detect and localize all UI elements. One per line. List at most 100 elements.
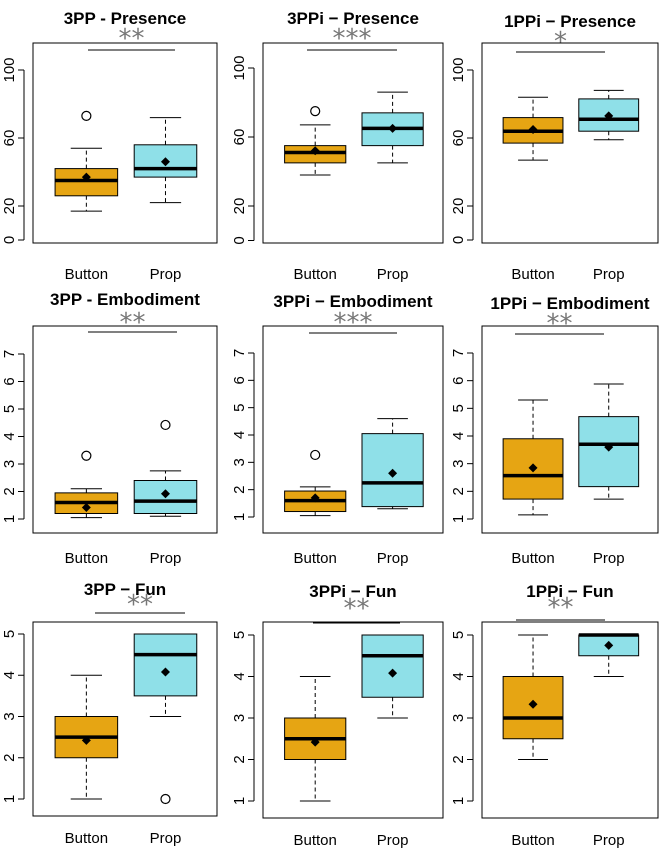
- panel-title: 3PP - Presence: [64, 9, 187, 28]
- panel-9: 1PPi − Fun** 1 2 3 4 5 Button Prop: [450, 582, 659, 848]
- plot-frame: [481, 325, 659, 534]
- mean-marker: [310, 493, 320, 503]
- y-tick-label: 20: [450, 198, 467, 215]
- y-tick-label: 1: [231, 513, 248, 521]
- y-tick-label: 60: [450, 130, 467, 147]
- plot-frame: [262, 621, 444, 819]
- mean-marker: [528, 463, 538, 473]
- y-tick-label: 5: [231, 403, 248, 411]
- y-tick-label: 1: [450, 515, 467, 523]
- category-label: Button: [65, 266, 108, 283]
- y-tick-label: 3: [231, 458, 248, 466]
- panel-title: 3PPi − Fun: [309, 582, 396, 601]
- category-label: Prop: [377, 832, 409, 848]
- outlier-point: [81, 450, 92, 461]
- y-tick-label: 5: [231, 631, 248, 639]
- box-button: Button: [284, 449, 347, 567]
- iqr-box: [361, 634, 424, 698]
- y-tick-label: 5: [450, 404, 467, 412]
- y-tick-label: 20: [1, 198, 18, 215]
- y-tick-label: 3: [450, 459, 467, 467]
- y-tick-label: 7: [231, 349, 248, 357]
- category-label: Button: [294, 266, 337, 283]
- box-button: Button: [502, 399, 564, 567]
- plot-frame: [32, 325, 218, 534]
- box-prop: Prop: [133, 419, 198, 567]
- category-label: Prop: [377, 550, 409, 567]
- iqr-box: [578, 416, 640, 488]
- category-label: Prop: [593, 832, 625, 848]
- y-tick-label: 60: [231, 129, 248, 146]
- y-tick-label: 0: [231, 236, 248, 244]
- category-label: Button: [511, 550, 554, 567]
- plot-frame: [32, 42, 218, 244]
- significance-marker: ***: [333, 24, 372, 54]
- category-label: Prop: [150, 266, 182, 283]
- y-tick-label: 2: [1, 487, 18, 495]
- box-prop: Prop: [578, 383, 640, 567]
- mean-marker: [528, 699, 538, 709]
- mean-marker: [604, 442, 614, 452]
- panel-8: 3PPi − Fun** 1 2 3 4 5 Button Prop: [231, 582, 444, 848]
- category-label: Prop: [150, 550, 182, 567]
- significance-marker: *: [554, 27, 567, 57]
- category-label: Button: [294, 550, 337, 567]
- y-tick-label: 4: [1, 671, 18, 679]
- mean-marker: [160, 489, 170, 499]
- panel-7: 3PP − Fun** 1 2 3 4 5 Button Prop: [1, 580, 218, 847]
- mean-marker: [81, 735, 91, 745]
- outlier-point: [310, 449, 321, 461]
- panel-2: 3PPi − Presence*** 0 20 60 100 Button Prop: [231, 9, 444, 283]
- plot-frame: [481, 42, 659, 244]
- box-prop: Prop: [133, 633, 198, 847]
- plot-frame: [262, 325, 444, 534]
- box-prop: Prop: [361, 634, 424, 848]
- mean-marker: [310, 146, 320, 156]
- plot-frame: [32, 621, 218, 817]
- panel-title: 1PPi − Embodiment: [490, 294, 650, 313]
- significance-marker: **: [119, 24, 145, 54]
- category-label: Button: [65, 830, 108, 847]
- y-tick-label: 2: [450, 487, 467, 495]
- y-tick-label: 1: [1, 515, 18, 523]
- panel-1: 3PP - Presence** 0 20 60 100 Button Prop: [1, 9, 218, 283]
- y-tick-label: 100: [1, 57, 18, 82]
- y-tick-label: 6: [231, 376, 248, 384]
- outlier-point: [160, 419, 171, 431]
- category-label: Prop: [593, 266, 625, 283]
- box-button: Button: [54, 450, 119, 567]
- category-label: Prop: [593, 550, 625, 567]
- category-label: Button: [294, 832, 337, 848]
- mean-marker: [388, 468, 398, 478]
- y-tick-label: 100: [450, 57, 467, 82]
- y-tick-label: 2: [450, 755, 467, 763]
- outlier-point: [310, 106, 321, 117]
- y-tick-label: 20: [231, 198, 248, 215]
- panel-title: 1PPi − Fun: [526, 582, 613, 601]
- box-button: Button: [502, 634, 564, 848]
- significance-marker: **: [344, 594, 370, 624]
- y-tick-label: 6: [1, 377, 18, 385]
- box-prop: Prop: [133, 117, 198, 283]
- panel-4: 3PP - Embodiment** 1 2 3 4 5 6 7 Button Prop: [1, 290, 218, 567]
- y-tick-label: 60: [1, 130, 18, 147]
- box-button: Button: [502, 96, 564, 283]
- y-tick-label: 3: [1, 712, 18, 720]
- y-tick-label: 4: [450, 672, 467, 680]
- y-tick-label: 1: [450, 797, 467, 805]
- mean-marker: [160, 157, 170, 167]
- significance-marker: **: [548, 593, 574, 623]
- outlier-point: [81, 110, 92, 122]
- y-tick-label: 5: [1, 630, 18, 638]
- category-label: Prop: [377, 266, 409, 283]
- box-button: Button: [284, 676, 347, 848]
- box-button: Button: [284, 106, 347, 283]
- y-tick-label: 1: [231, 797, 248, 805]
- y-tick-label: 5: [450, 631, 467, 639]
- box-prop: Prop: [361, 418, 424, 567]
- panel-title: 3PP - Embodiment: [50, 290, 200, 309]
- mean-marker: [388, 123, 398, 133]
- box-prop: Prop: [578, 89, 640, 283]
- y-tick-label: 6: [450, 376, 467, 384]
